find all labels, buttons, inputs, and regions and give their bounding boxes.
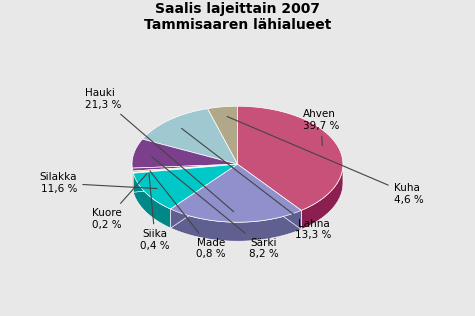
PathPatch shape	[301, 165, 343, 229]
PathPatch shape	[171, 209, 301, 241]
Text: Hauki
21,3 %: Hauki 21,3 %	[85, 88, 234, 212]
PathPatch shape	[133, 164, 238, 191]
PathPatch shape	[133, 164, 238, 209]
PathPatch shape	[208, 106, 238, 164]
Text: Silakka
11,6 %: Silakka 11,6 %	[40, 173, 157, 194]
PathPatch shape	[171, 164, 238, 228]
PathPatch shape	[238, 164, 301, 229]
PathPatch shape	[132, 139, 238, 168]
PathPatch shape	[133, 164, 238, 192]
Text: Siika
0,4 %: Siika 0,4 %	[141, 173, 170, 251]
Text: Ahven
39,7 %: Ahven 39,7 %	[303, 109, 339, 146]
Title: Saalis lajeittain 2007
Tammisaaren lähialueet: Saalis lajeittain 2007 Tammisaaren lähia…	[144, 2, 331, 32]
PathPatch shape	[133, 164, 238, 187]
PathPatch shape	[133, 173, 171, 228]
Text: Made
0,8 %: Made 0,8 %	[150, 171, 226, 259]
Text: Kuore
0,2 %: Kuore 0,2 %	[92, 173, 147, 230]
PathPatch shape	[133, 164, 238, 173]
PathPatch shape	[238, 106, 343, 210]
PathPatch shape	[133, 164, 238, 187]
PathPatch shape	[133, 164, 238, 190]
PathPatch shape	[133, 164, 238, 190]
Text: Kuha
4,6 %: Kuha 4,6 %	[227, 117, 423, 204]
PathPatch shape	[171, 164, 301, 222]
PathPatch shape	[133, 164, 238, 173]
Text: Lahna
13,3 %: Lahna 13,3 %	[181, 128, 332, 240]
PathPatch shape	[142, 109, 238, 164]
Text: Särki
8,2 %: Särki 8,2 %	[152, 157, 279, 259]
PathPatch shape	[238, 164, 301, 229]
PathPatch shape	[133, 164, 238, 191]
PathPatch shape	[171, 164, 238, 228]
PathPatch shape	[133, 164, 238, 171]
PathPatch shape	[133, 164, 238, 192]
